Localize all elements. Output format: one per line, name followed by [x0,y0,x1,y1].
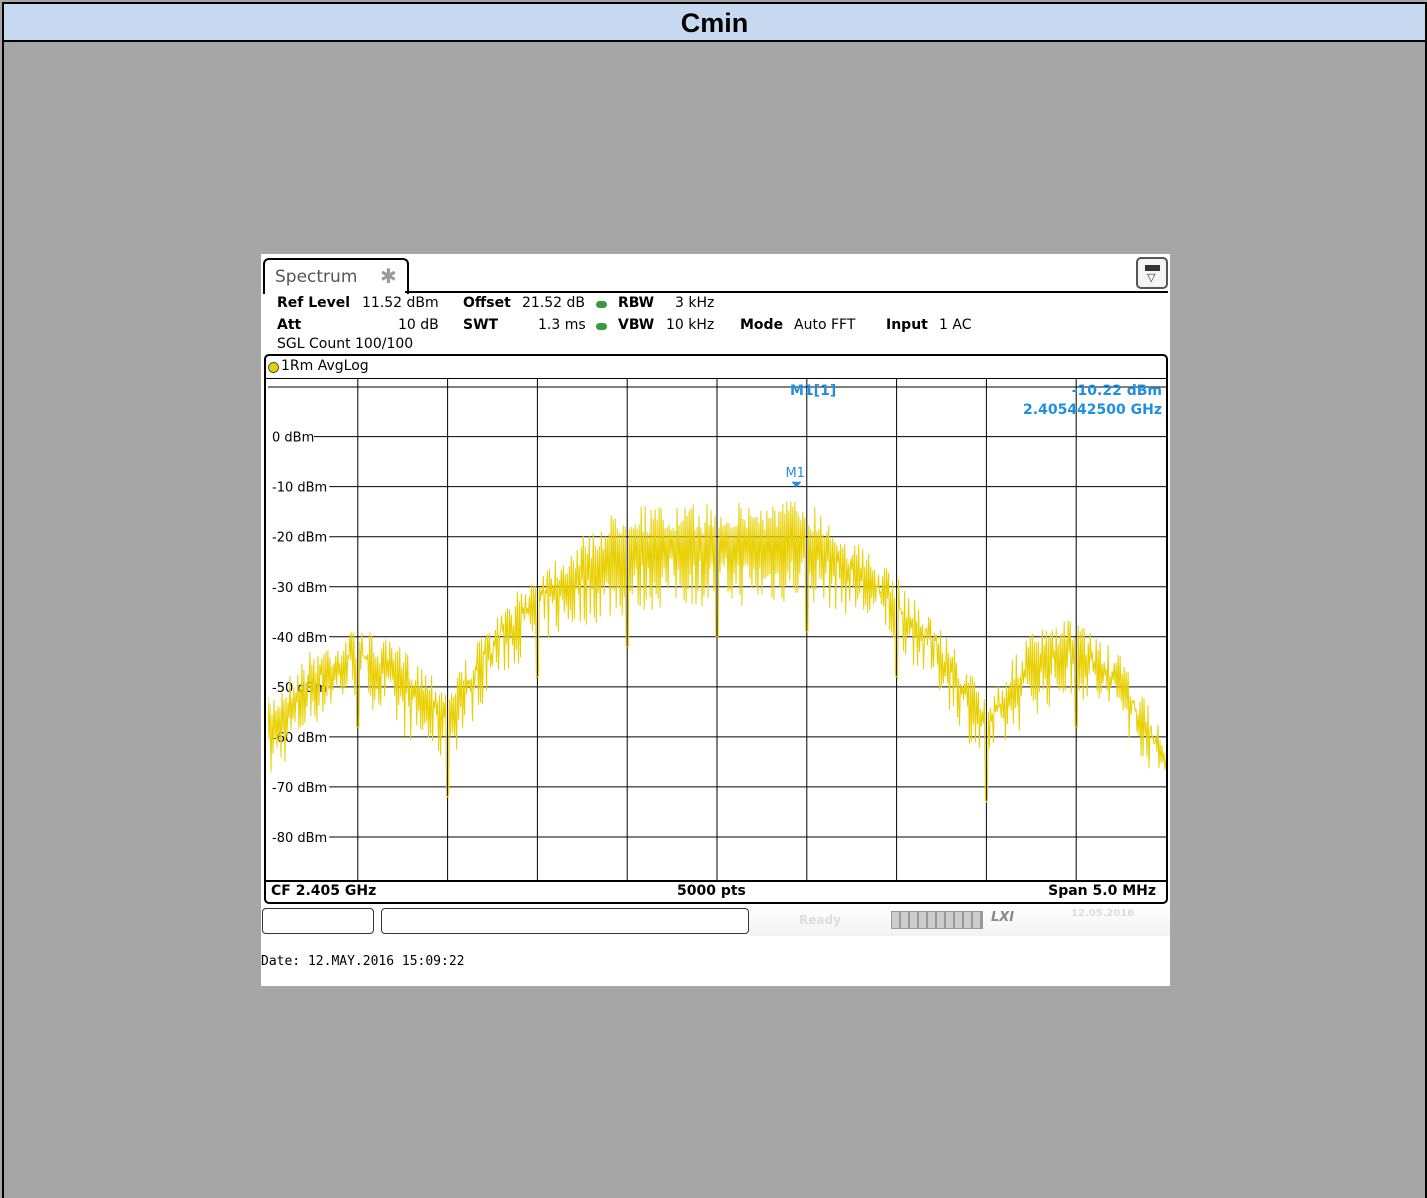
spectrum-plot[interactable]: 0 dBm-10 dBm-20 dBm-30 dBm-40 dBm-50 dBm… [268,379,1166,882]
center-frequency: CF 2.405 GHz [271,883,377,899]
analyzer-screenshot: Spectrum ✱ ▽ Ref Level 11.52 dBm Offset … [261,254,1170,986]
y-tick-label: -30 dBm [272,581,327,596]
marker-readout-name: M1[1] [790,383,836,399]
tab-label: Spectrum [275,267,358,287]
y-tick-label: -10 dBm [272,481,327,496]
ready-status: Ready [799,913,841,927]
status-field-1[interactable] [262,908,374,934]
ref-level-label: Ref Level [277,295,351,311]
marker-triangle-icon [791,481,802,488]
spectrum-plot-panel: 1Rm AvgLog 0 dBm -10 dBm -20 dBm -30 dBm -40… [264,354,1168,904]
y-tick-label: -20 dBm [272,531,327,546]
att-label: Att [277,317,302,333]
status-date: 12.05.2016 [1071,908,1135,919]
trace-label: 1Rm AvgLog [281,358,369,374]
progress-meter [891,911,983,929]
offset-label: Offset [463,295,511,311]
mode-label: Mode [740,317,784,333]
y-tick-label: -80 dBm [272,831,327,846]
span-value: Span 5.0 MHz [1048,883,1156,899]
lxi-icon: LXI [991,910,1015,925]
rbw-label: RBW [618,295,655,311]
marker-readout-level: -10.22 dBm [1072,383,1162,399]
plot-footer: CF 2.405 GHz 5000 pts Span 5.0 MHz [266,880,1166,902]
vbw-value: 10 kHz [666,317,715,333]
att-value: 10 dB [398,317,439,333]
ref-level-value: 11.52 dBm [362,295,439,311]
trace-indicator-icon [268,362,279,373]
point-count: 5000 pts [677,883,746,899]
sgl-count: SGL Count 100/100 [277,336,414,352]
marker-readout-frequency: 2.405442500 GHz [1023,402,1162,418]
y-tick-label: 0 dBm [272,431,314,446]
status-field-2[interactable] [381,908,749,934]
window-icon [1145,265,1160,271]
rbw-value: 3 kHz [675,295,715,311]
status-dot-icon [596,301,607,308]
swt-label: SWT [463,317,499,333]
mode-value: Auto FFT [794,317,856,333]
input-label: Input [886,317,928,333]
tab-divider [405,291,1168,293]
date-stamp: Date: 12.MAY.2016 15:09:22 [261,954,465,969]
y-tick-label: -40 dBm [272,631,327,646]
vbw-label: VBW [618,317,655,333]
marker-label: M1 [785,466,805,481]
star-icon[interactable]: ✱ [380,264,397,288]
chevron-down-icon: ▽ [1147,271,1156,284]
page-title: Cmin [4,4,1425,42]
tab-spectrum[interactable]: Spectrum ✱ [263,258,409,294]
status-bar: Ready LXI 12.05.2016 [261,906,1170,936]
display-config-button[interactable]: ▽ [1136,257,1168,289]
offset-value: 21.52 dB [522,295,586,311]
status-dot-icon [596,323,607,330]
spectrum-trace [268,501,1166,803]
trace-header: 1Rm AvgLog [266,356,1166,379]
y-tick-label: -70 dBm [272,781,327,796]
swt-value: 1.3 ms [538,317,586,333]
input-value: 1 AC [939,317,972,333]
